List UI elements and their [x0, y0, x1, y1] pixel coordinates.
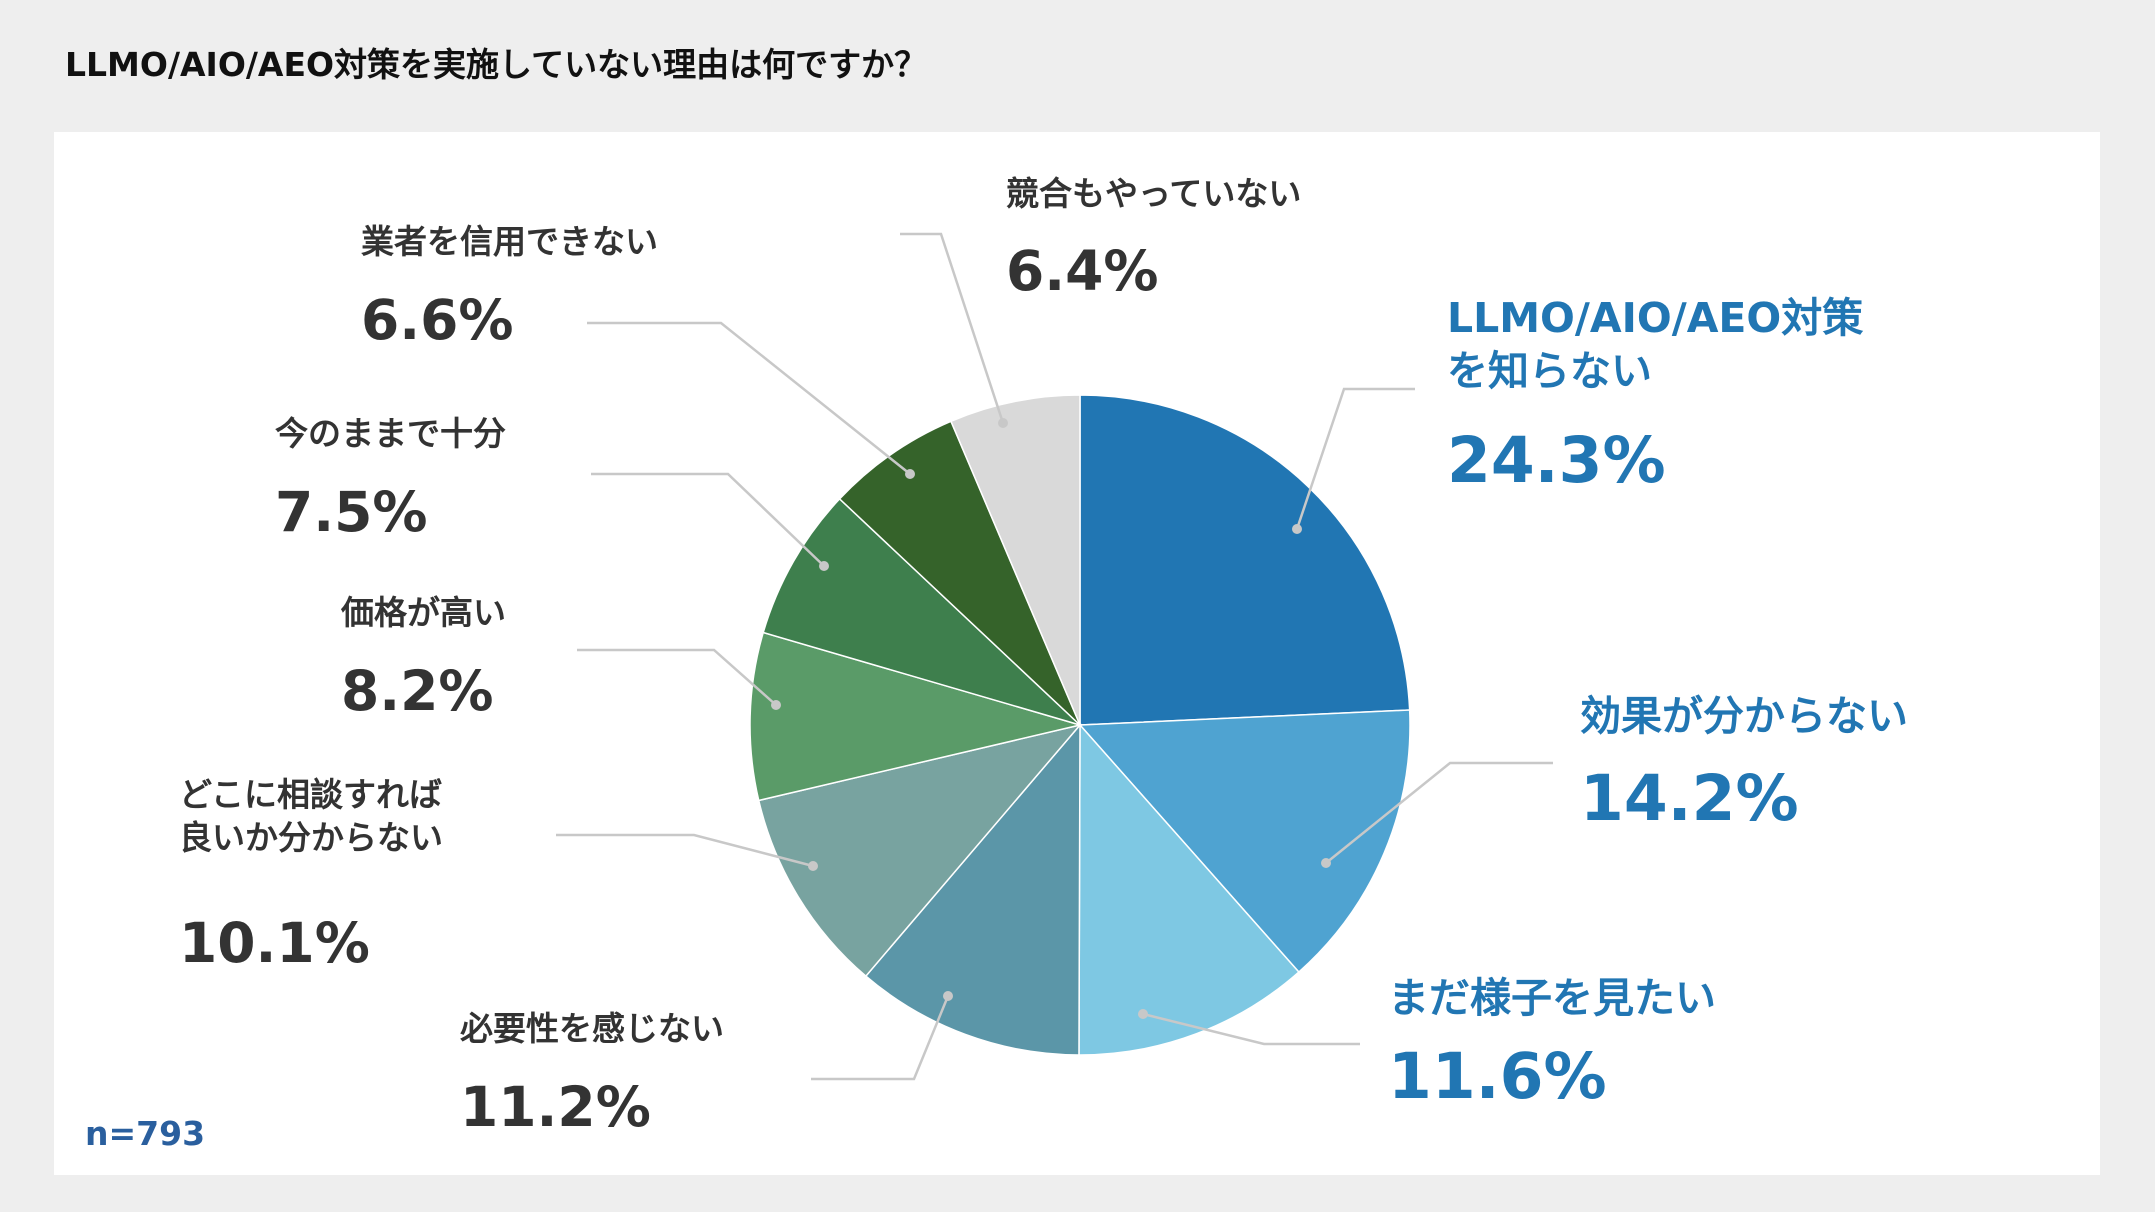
slice-value: 14.2%	[1580, 762, 1799, 835]
slice-label: 価格が高い	[341, 593, 506, 632]
slice-label: LLMO/AIO/AEO対策を知らない	[1447, 294, 1864, 396]
slice-value: 10.1%	[179, 911, 370, 975]
pie-slice	[762, 497, 1081, 726]
pie-slice	[749, 631, 1083, 802]
pie-slice	[864, 722, 1081, 1056]
slice-label: 競合もやっていない	[1006, 174, 1302, 213]
slice-label: 業者を信用できない	[361, 222, 658, 261]
slice-value: 11.2%	[460, 1075, 651, 1139]
slice-label: 必要性を感じない	[460, 1009, 724, 1048]
leader-line	[900, 232, 1005, 424]
leader-line	[591, 472, 825, 567]
leader-dot	[771, 700, 781, 710]
pie-slice	[757, 723, 1083, 978]
slice-label: どこに相談すれば良いか分からない	[179, 775, 443, 857]
leader-dot	[1321, 858, 1331, 868]
leader-dot	[998, 418, 1008, 428]
slice-label: 効果が分からない	[1580, 692, 1908, 740]
leader-line	[1325, 761, 1553, 864]
slice-value: 11.6%	[1388, 1040, 1607, 1113]
leader-dot	[819, 561, 829, 571]
slice-value: 24.3%	[1447, 424, 1666, 497]
leader-dot	[1138, 1009, 1148, 1019]
leader-dot	[905, 469, 915, 479]
slice-label: 今のままで十分	[275, 414, 506, 453]
chart-title: LLMO/AIO/AEO対策を実施していない理由は何ですか？	[65, 45, 928, 84]
leader-line	[1142, 1012, 1360, 1046]
leader-dot	[1292, 524, 1302, 534]
slice-value: 6.6%	[361, 288, 514, 352]
pie-slice	[838, 420, 1081, 726]
pie-slice	[1079, 394, 1411, 726]
pie-slice	[1078, 723, 1300, 1056]
leader-dot	[943, 991, 953, 1001]
leader-dot	[808, 861, 818, 871]
leader-line	[811, 995, 950, 1081]
slice-label: まだ様子を見たい	[1388, 974, 1716, 1022]
leader-line	[556, 833, 814, 868]
slice-value: 8.2%	[341, 659, 494, 723]
leader-line	[1295, 387, 1415, 530]
slice-value: 6.4%	[1006, 239, 1159, 303]
slice-value: 7.5%	[275, 480, 428, 544]
sample-size: n=793	[85, 1114, 206, 1153]
pie-slice	[1078, 709, 1411, 974]
leader-line	[587, 321, 911, 475]
leader-line	[577, 648, 777, 706]
pie-slice	[949, 394, 1081, 726]
